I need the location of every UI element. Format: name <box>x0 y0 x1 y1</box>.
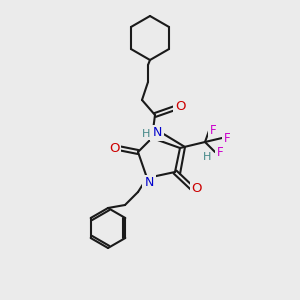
Text: F: F <box>210 124 216 136</box>
Text: N: N <box>152 127 162 140</box>
Text: O: O <box>175 100 185 112</box>
Text: F: F <box>224 131 230 145</box>
Text: F: F <box>217 146 223 158</box>
Text: N: N <box>144 176 154 190</box>
Text: O: O <box>109 142 119 154</box>
Text: O: O <box>192 182 202 194</box>
Text: H: H <box>142 129 150 139</box>
Text: H: H <box>203 152 211 162</box>
